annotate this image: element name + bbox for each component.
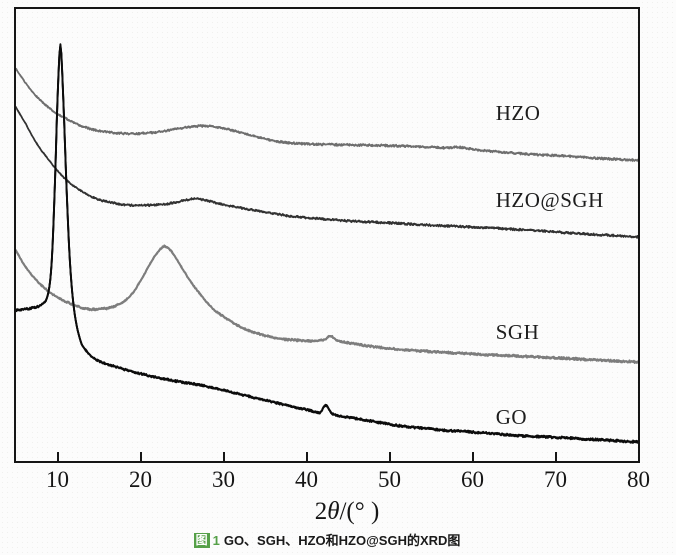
curve-label-hzo-sgh: HZO@SGH	[495, 187, 604, 212]
x-axis-label: 2θ/(° )	[315, 498, 380, 526]
x-axis-tick-label: 30	[212, 467, 235, 492]
x-axis-tick	[637, 452, 640, 461]
x-axis-tick-label: 70	[544, 467, 567, 492]
curve-label-go: GO	[495, 404, 528, 429]
x-axis-tick-label: 10	[46, 467, 69, 492]
caption-text: GO、SGH、HZO和HZO@SGH的XRD图	[223, 533, 461, 548]
x-axis-tick	[471, 452, 474, 461]
x-axis-tick	[388, 452, 391, 461]
x-axis-label-post: /(° )	[339, 498, 380, 525]
plot-frame	[14, 7, 640, 463]
curve-label-sgh: SGH	[495, 320, 540, 345]
x-axis-tick-label: 40	[295, 467, 318, 492]
x-axis-tick-label: 20	[129, 467, 152, 492]
x-axis-tick	[554, 452, 557, 461]
x-axis-tick-label: 50	[378, 467, 401, 492]
figure-number: 1	[212, 533, 220, 548]
figure-marker-badge: 图	[193, 533, 210, 548]
x-axis-label-pre: 2	[314, 498, 328, 525]
x-axis-tick	[56, 452, 59, 461]
curve-label-hzo: HZO	[495, 100, 541, 125]
x-axis-tick	[139, 452, 142, 461]
figure-caption: 图 1 GO、SGH、HZO和HZO@SGH的XRD图	[14, 532, 640, 549]
x-axis-tick-label: 80	[627, 467, 650, 492]
x-axis-tick-label: 60	[461, 467, 484, 492]
x-axis-label-theta: θ	[327, 498, 340, 525]
x-axis-tick	[222, 452, 225, 461]
x-axis-tick	[305, 452, 308, 461]
